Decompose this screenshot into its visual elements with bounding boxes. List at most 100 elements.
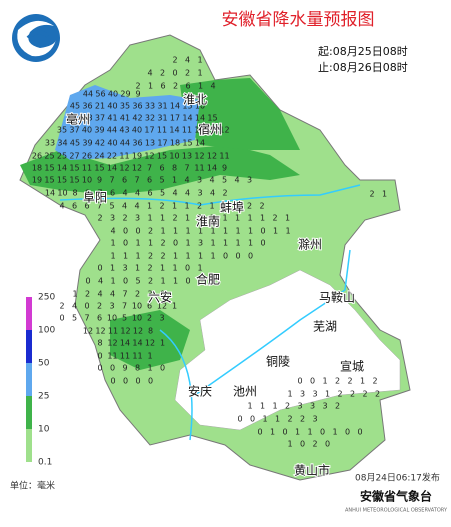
- station-value: 3: [147, 290, 152, 299]
- station-value: 2: [173, 82, 178, 91]
- station-value: 14: [182, 114, 192, 123]
- station-value: 45: [70, 139, 80, 148]
- station-value: 6: [72, 202, 77, 211]
- station-value: 1: [248, 239, 253, 248]
- station-value: 22: [107, 152, 117, 161]
- station-value: 14: [45, 189, 55, 198]
- station-value: 2: [222, 189, 227, 198]
- issued: 08月24日06:17发布: [355, 472, 440, 484]
- city-label: 淮北: [183, 93, 207, 107]
- station-value: 0: [325, 440, 330, 449]
- station-value: 56: [95, 90, 105, 99]
- station-value: 0: [235, 252, 240, 261]
- station-value: 4: [172, 189, 177, 198]
- station-value: 1: [272, 402, 277, 411]
- station-value: 0: [84, 302, 89, 311]
- station-value: 6: [110, 189, 115, 198]
- station-value: 1: [185, 239, 190, 248]
- station-value: 15: [182, 139, 192, 148]
- station-value: 26: [82, 152, 92, 161]
- station-value: 2: [350, 390, 355, 399]
- station-value: 12: [144, 152, 154, 161]
- station-value: 36: [82, 102, 92, 111]
- station-value: 36: [132, 102, 142, 111]
- station-value: 5: [222, 176, 227, 185]
- station-value: 26: [32, 152, 42, 161]
- station-value: 15: [44, 164, 54, 173]
- station-value: 11: [194, 126, 204, 135]
- station-value: 2: [59, 302, 64, 311]
- station-value: 17: [144, 126, 154, 135]
- station-value: 3: [322, 402, 327, 411]
- station-value: 41: [120, 114, 130, 123]
- station-value: 4: [135, 189, 140, 198]
- station-value: 7: [134, 176, 139, 185]
- station-value: 2: [247, 202, 252, 211]
- legend-label: 25: [38, 392, 49, 402]
- station-value: 1: [322, 377, 327, 386]
- station-value: 4: [122, 202, 127, 211]
- station-value: 1: [332, 428, 337, 437]
- station-value: 1: [262, 415, 267, 424]
- station-value: 7: [97, 202, 102, 211]
- station-value: 1: [275, 415, 280, 424]
- station-value: 3: [197, 176, 202, 185]
- station-value: 11: [157, 126, 167, 135]
- station-value: 3: [198, 239, 203, 248]
- station-value: 32: [145, 114, 155, 123]
- station-value: 11: [194, 164, 204, 173]
- station-value: 42: [95, 139, 105, 148]
- station-value: 2: [172, 56, 177, 65]
- station-value: 1: [210, 227, 215, 236]
- station-value: 6: [147, 176, 152, 185]
- station-value: 10: [107, 314, 117, 323]
- legend-label: 10: [38, 425, 50, 435]
- station-value: 10: [132, 314, 142, 323]
- station-value: 1: [198, 82, 203, 91]
- station-value: 7: [84, 314, 89, 323]
- station-value: 13: [182, 152, 192, 161]
- station-value: 15: [94, 164, 104, 173]
- station-value: 2: [185, 69, 190, 78]
- station-value: 6: [159, 164, 164, 173]
- station-value: 12: [219, 126, 229, 135]
- station-value: 37: [95, 114, 105, 123]
- station-value: 0: [198, 277, 203, 286]
- station-value: 1: [184, 202, 189, 211]
- station-value: 4: [222, 202, 227, 211]
- station-value: 0: [250, 415, 255, 424]
- station-value: 1: [235, 227, 240, 236]
- station-value: 0: [97, 264, 102, 273]
- station-value: 2: [259, 202, 264, 211]
- station-value: 0: [97, 364, 102, 373]
- city-label: 马鞍山: [319, 290, 355, 305]
- station-value: 24: [94, 152, 104, 161]
- station-value: 2: [148, 227, 153, 236]
- station-value: 1: [287, 390, 292, 399]
- station-value: 0: [59, 314, 64, 323]
- station-value: 18: [32, 164, 42, 173]
- station-value: 4: [210, 189, 215, 198]
- station-value: 11: [107, 352, 117, 361]
- station-value: 12: [107, 339, 117, 348]
- station-value: 1: [173, 277, 178, 286]
- station-value: 1: [185, 252, 190, 261]
- start-time: 起:08月25日08时: [318, 45, 408, 58]
- station-value: 0: [223, 252, 228, 261]
- station-value: 2: [148, 277, 153, 286]
- station-value: 0: [160, 364, 165, 373]
- station-value: 12: [132, 164, 142, 173]
- city-label: 六安: [148, 290, 172, 305]
- legend-label: 0.1: [38, 458, 52, 468]
- station-value: 31: [157, 114, 167, 123]
- station-value: 4: [234, 176, 239, 185]
- station-value: 1: [325, 390, 330, 399]
- station-value: 3: [312, 390, 317, 399]
- station-value: 1: [172, 302, 177, 311]
- legend: [26, 297, 32, 462]
- station-value: 2: [160, 69, 165, 78]
- station-value: 2: [347, 377, 352, 386]
- station-value: 1: [273, 227, 278, 236]
- station-value: 1: [260, 214, 265, 223]
- station-value: 2: [97, 214, 102, 223]
